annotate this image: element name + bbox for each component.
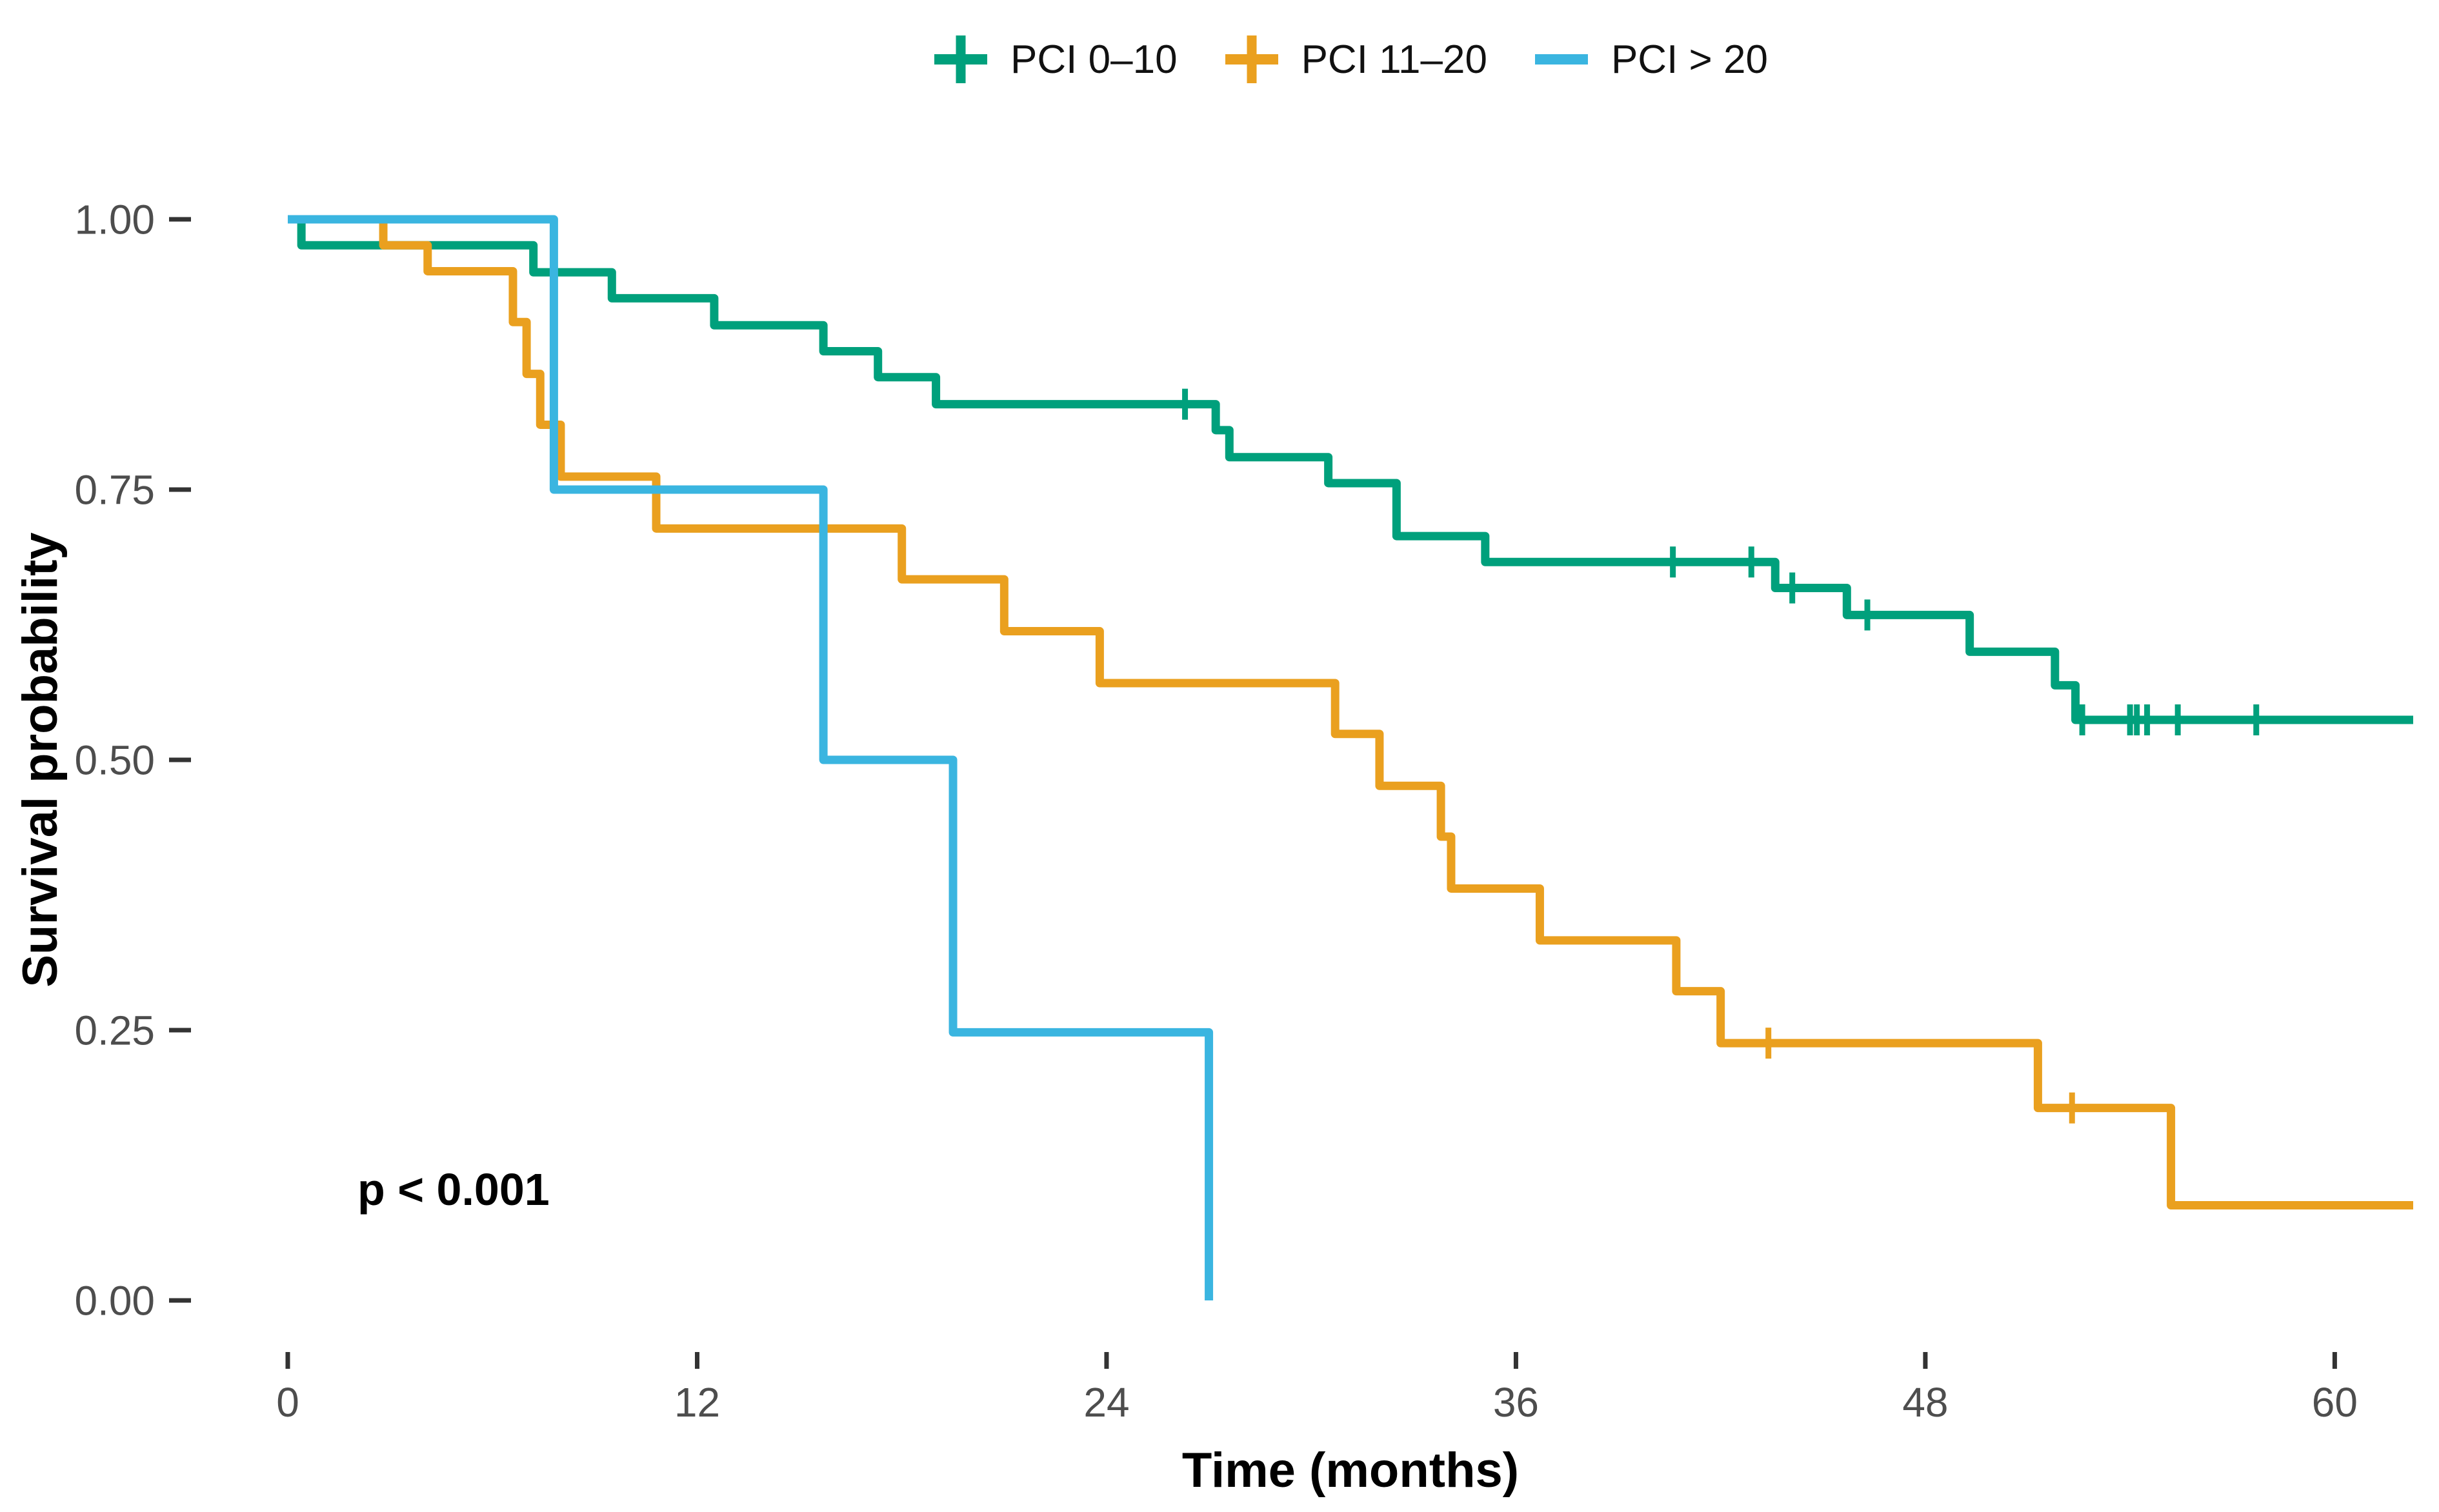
p-value-annotation: p < 0.001 bbox=[357, 1164, 550, 1215]
series-PCI 0–10 bbox=[288, 215, 2413, 735]
survival-curve bbox=[288, 215, 2413, 724]
x-tick-label: 12 bbox=[674, 1379, 720, 1426]
survival-curve bbox=[288, 215, 2413, 1210]
legend-item-pci-11-20: PCI 11–20 bbox=[1224, 32, 1487, 87]
x-tick-label: 60 bbox=[2312, 1379, 2358, 1426]
series-PCI > 20 bbox=[288, 215, 1214, 1300]
series-PCI 11–20 bbox=[288, 215, 2413, 1210]
x-tick-label: 48 bbox=[1902, 1379, 1948, 1426]
y-tick-label: 0.75 bbox=[74, 466, 155, 513]
legend-label: PCI 11–20 bbox=[1301, 37, 1487, 82]
y-tick-label: 0.25 bbox=[74, 1007, 155, 1053]
legend: PCI 0–10 PCI 11–20 PCI > 20 bbox=[288, 14, 2413, 104]
x-tick-label: 36 bbox=[1493, 1379, 1539, 1426]
y-tick-label: 0.00 bbox=[74, 1277, 155, 1324]
x-tick-label: 24 bbox=[1083, 1379, 1129, 1426]
legend-label: PCI > 20 bbox=[1611, 37, 1768, 82]
legend-label: PCI 0–10 bbox=[1010, 37, 1178, 82]
legend-item-pci-20: PCI > 20 bbox=[1534, 32, 1768, 87]
y-axis-title: Survival probability bbox=[13, 532, 68, 987]
x-tick-label: 0 bbox=[276, 1379, 299, 1426]
axes: 0.00 0.25 0.50 0.75 1.00 0 12 24 36 48 60 bbox=[74, 196, 2358, 1426]
legend-item-pci-0-10: PCI 0–10 bbox=[933, 32, 1178, 87]
legend-key-plus-icon bbox=[934, 35, 988, 83]
y-tick-label: 1.00 bbox=[74, 196, 155, 243]
legend-key-line-icon bbox=[1534, 54, 1588, 65]
survival-curves bbox=[288, 215, 2413, 1300]
survival-curve bbox=[288, 215, 1214, 1300]
legend-key-plus-icon bbox=[1225, 35, 1278, 83]
x-axis-title: Time (months) bbox=[1182, 1443, 1519, 1498]
y-tick-label: 0.50 bbox=[74, 737, 155, 783]
